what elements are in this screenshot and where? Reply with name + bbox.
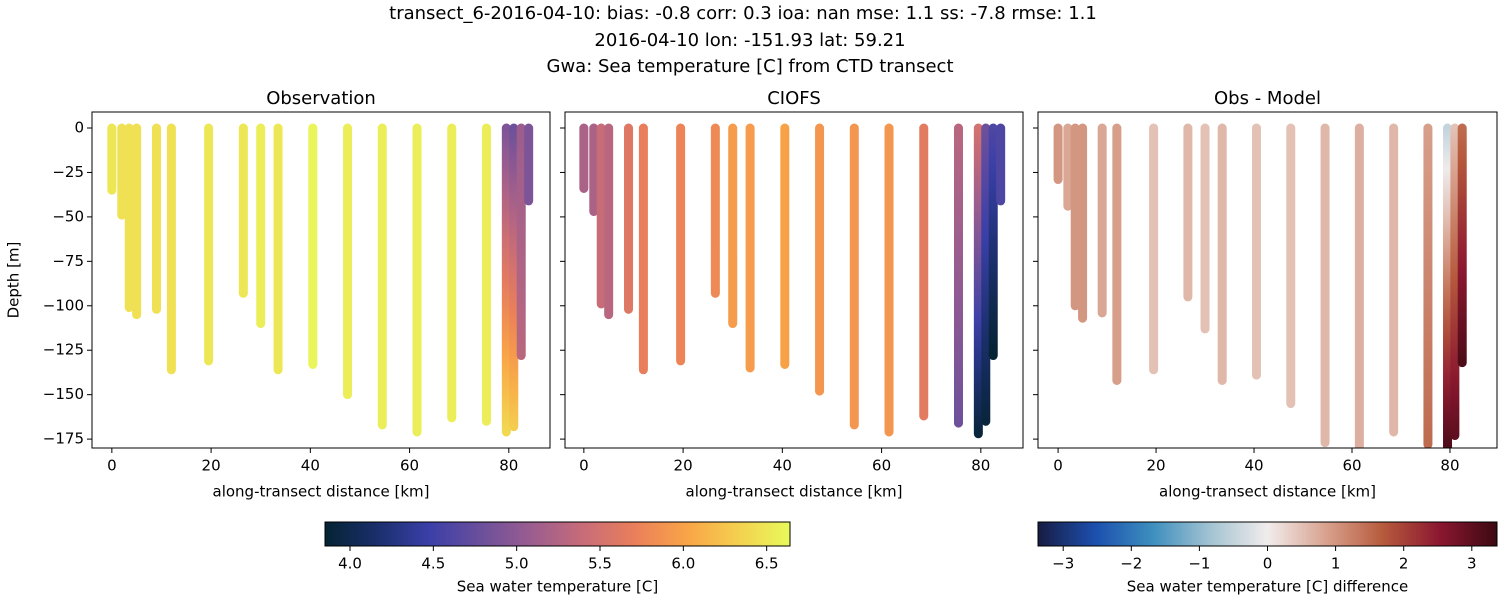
colorbar-tick-label: −2 — [1120, 555, 1142, 573]
x-tick-label: 60 — [400, 457, 419, 475]
x-tick-label: 0 — [579, 457, 589, 475]
axes-title: Observation — [266, 88, 376, 109]
y-tick-label: −50 — [52, 207, 84, 225]
x-tick-label: 40 — [301, 457, 320, 475]
colorbar-tick-label: 2 — [1399, 555, 1409, 573]
x-tick-label: 20 — [674, 457, 693, 475]
x-axis-label: along-transect distance [km] — [1159, 483, 1376, 501]
colorbar-tick-label: −3 — [1052, 555, 1074, 573]
colorbar-tick-label: 0 — [1263, 555, 1273, 573]
plot-area — [112, 128, 529, 432]
x-tick-label: 60 — [872, 457, 891, 475]
y-tick-label: −150 — [43, 385, 84, 403]
x-tick-label: 40 — [1244, 457, 1263, 475]
colorbar-tick-label: 4.0 — [338, 555, 362, 573]
axes-title: Obs - Model — [1214, 88, 1321, 109]
colorbar-tick-label: 6.5 — [755, 555, 779, 573]
colorbar-tick-label: −1 — [1188, 555, 1210, 573]
x-tick-label: 60 — [1342, 457, 1361, 475]
colorbar — [325, 522, 790, 546]
y-tick-label: −125 — [43, 341, 84, 359]
x-tick-label: 20 — [202, 457, 221, 475]
suptitle: transect_6-2016-04-10: bias: -0.8 corr: … — [389, 3, 1097, 24]
x-axis-label: along-transect distance [km] — [213, 483, 430, 501]
suptitle: Gwa: Sea temperature [C] from CTD transe… — [547, 56, 954, 77]
colorbar-tick-label: 3 — [1467, 555, 1477, 573]
plot-area — [584, 128, 1001, 434]
plot-area — [1058, 128, 1462, 457]
colorbar-label: Sea water temperature [C] — [457, 578, 658, 596]
x-tick-label: 0 — [1053, 457, 1063, 475]
y-tick-label: −175 — [43, 430, 84, 448]
x-tick-label: 40 — [773, 457, 792, 475]
y-tick-label: −100 — [43, 296, 84, 314]
colorbar-tick-label: 6.0 — [671, 555, 695, 573]
x-axis-label: along-transect distance [km] — [686, 483, 903, 501]
y-tick-label: 0 — [74, 119, 84, 137]
x-tick-label: 80 — [1440, 457, 1459, 475]
colorbar-label: Sea water temperature [C] difference — [1127, 578, 1409, 596]
y-axis-label: Depth [m] — [5, 242, 23, 319]
y-tick-label: −75 — [52, 252, 84, 270]
y-tick-label: −25 — [52, 163, 84, 181]
colorbar-tick-label: 5.5 — [588, 555, 612, 573]
x-tick-label: 20 — [1147, 457, 1166, 475]
colorbar — [1038, 522, 1497, 546]
suptitle: 2016-04-10 lon: -151.93 lat: 59.21 — [594, 30, 905, 51]
colorbar-tick-label: 1 — [1331, 555, 1341, 573]
x-tick-label: 0 — [107, 457, 117, 475]
colorbar-tick-label: 4.5 — [421, 555, 445, 573]
axes-title: CIOFS — [767, 88, 821, 109]
x-tick-label: 80 — [971, 457, 990, 475]
colorbar-tick-label: 5.0 — [505, 555, 529, 573]
x-tick-label: 80 — [499, 457, 518, 475]
